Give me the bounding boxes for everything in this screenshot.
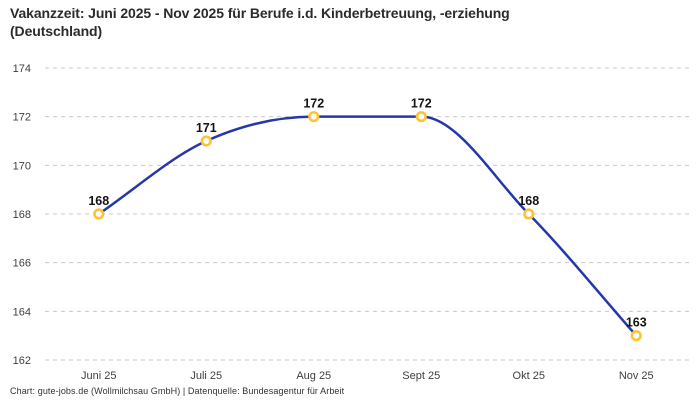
data-point-marker <box>93 208 105 220</box>
x-axis-tick-label: Okt 25 <box>513 370 545 382</box>
data-point-label: 171 <box>196 121 217 135</box>
data-point-marker <box>415 111 427 123</box>
chart-title-line2: (Deutschland) <box>10 23 103 40</box>
x-axis-tick-label: Sept 25 <box>402 370 440 382</box>
x-axis-tick-label: Aug 25 <box>296 370 331 382</box>
x-axis-tick-label: Juni 25 <box>81 370 116 382</box>
chart-title-line1: Vakanzzeit: Juni 2025 - Nov 2025 für Ber… <box>10 5 510 21</box>
y-axis-tick-label: 164 <box>13 306 31 318</box>
data-point-label: 172 <box>411 97 432 111</box>
series-line <box>97 115 638 337</box>
x-axis-tick-label: Juli 25 <box>190 370 222 382</box>
data-point-label: 172 <box>303 97 324 111</box>
y-axis-tick-label: 174 <box>13 63 31 75</box>
y-axis-tick-label: 162 <box>13 355 31 367</box>
y-axis-tick-label: 166 <box>13 258 31 270</box>
data-point-marker <box>630 330 642 342</box>
y-axis-tick-label: 170 <box>13 160 31 172</box>
data-point-marker <box>523 208 535 220</box>
chart-title: Vakanzzeit: Juni 2025 - Nov 2025 für Ber… <box>10 4 510 41</box>
data-point-marker <box>308 111 320 123</box>
x-axis-tick-label: Nov 25 <box>619 370 654 382</box>
y-axis-tick-label: 172 <box>13 112 31 124</box>
data-point-label: 168 <box>88 194 109 208</box>
data-point-marker <box>200 135 212 147</box>
chart-attribution: Chart: gute-jobs.de (Wollmilchsau GmbH) … <box>10 386 345 396</box>
data-point-label: 168 <box>518 194 539 208</box>
y-axis-tick-label: 168 <box>13 209 31 221</box>
data-point-label: 163 <box>626 316 647 330</box>
